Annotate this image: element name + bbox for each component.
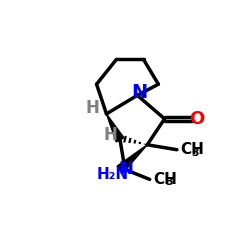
Text: H₂N: H₂N	[96, 167, 129, 182]
Text: CH: CH	[154, 172, 177, 187]
Text: H: H	[86, 99, 100, 117]
Text: 3: 3	[165, 177, 173, 187]
Text: N: N	[119, 160, 134, 178]
Text: 3: 3	[192, 148, 200, 158]
Polygon shape	[117, 145, 147, 173]
Text: N: N	[131, 82, 147, 102]
Text: H: H	[103, 126, 117, 144]
Text: CH: CH	[181, 142, 204, 157]
Text: O: O	[190, 110, 205, 128]
Polygon shape	[106, 114, 124, 142]
